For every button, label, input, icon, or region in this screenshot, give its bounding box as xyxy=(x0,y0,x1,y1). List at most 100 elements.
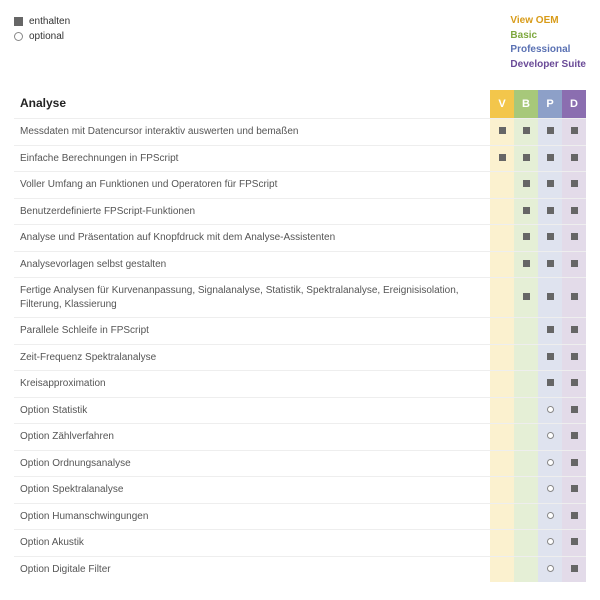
feature-cell xyxy=(514,477,538,504)
included-icon xyxy=(547,379,554,386)
included-icon xyxy=(571,512,578,519)
feature-cell xyxy=(538,145,562,172)
feature-cell xyxy=(562,318,586,345)
included-icon xyxy=(571,565,578,572)
feature-label: Parallele Schleife in FPScript xyxy=(14,318,490,345)
feature-cell xyxy=(514,278,538,318)
included-icon xyxy=(571,260,578,267)
optional-icon xyxy=(547,459,554,466)
feature-cell xyxy=(490,251,514,278)
table-row: Benutzerdefinierte FPScript-Funktionen xyxy=(14,198,586,225)
feature-label: Option Humanschwingungen xyxy=(14,503,490,530)
feature-cell xyxy=(514,424,538,451)
circle-icon xyxy=(14,32,23,41)
included-icon xyxy=(499,127,506,134)
included-icon xyxy=(547,127,554,134)
included-icon xyxy=(571,379,578,386)
feature-cell xyxy=(514,251,538,278)
table-row: Analysevorlagen selbst gestalten xyxy=(14,251,586,278)
feature-label: Messdaten mit Datencursor interaktiv aus… xyxy=(14,119,490,146)
feature-cell xyxy=(490,172,514,199)
included-icon xyxy=(523,180,530,187)
feature-cell xyxy=(490,145,514,172)
feature-label: Option Zählverfahren xyxy=(14,424,490,451)
included-icon xyxy=(523,293,530,300)
included-icon xyxy=(571,180,578,187)
included-icon xyxy=(499,154,506,161)
edition-label: View OEM xyxy=(510,14,586,29)
included-icon xyxy=(547,154,554,161)
table-row: Option Digitale Filter xyxy=(14,556,586,582)
feature-cell xyxy=(490,397,514,424)
feature-cell xyxy=(538,450,562,477)
feature-cell xyxy=(538,119,562,146)
square-icon xyxy=(14,17,23,26)
column-header: V xyxy=(490,90,514,119)
feature-cell xyxy=(514,318,538,345)
feature-cell xyxy=(490,450,514,477)
included-icon xyxy=(547,353,554,360)
table-row: Voller Umfang an Funktionen und Operator… xyxy=(14,172,586,199)
feature-cell xyxy=(538,251,562,278)
feature-cell xyxy=(514,119,538,146)
feature-cell xyxy=(562,251,586,278)
table-row: Option Zählverfahren xyxy=(14,424,586,451)
feature-cell xyxy=(562,556,586,582)
feature-label: Benutzerdefinierte FPScript-Funktionen xyxy=(14,198,490,225)
feature-cell xyxy=(562,344,586,371)
feature-cell xyxy=(562,119,586,146)
column-header: D xyxy=(562,90,586,119)
feature-cell xyxy=(490,556,514,582)
feature-cell xyxy=(490,119,514,146)
table-row: Zeit-Frequenz Spektralanalyse xyxy=(14,344,586,371)
feature-cell xyxy=(538,371,562,398)
feature-cell xyxy=(538,225,562,252)
table-row: Messdaten mit Datencursor interaktiv aus… xyxy=(14,119,586,146)
included-icon xyxy=(547,326,554,333)
header: enthalten optional View OEMBasicProfessi… xyxy=(14,14,586,72)
feature-cell xyxy=(562,371,586,398)
feature-cell xyxy=(490,225,514,252)
column-header: P xyxy=(538,90,562,119)
included-icon xyxy=(571,432,578,439)
feature-cell xyxy=(538,344,562,371)
table-row: Option Humanschwingungen xyxy=(14,503,586,530)
table-row: Fertige Analysen für Kurvenanpassung, Si… xyxy=(14,278,586,318)
edition-label: Basic xyxy=(510,29,586,44)
feature-label: Einfache Berechnungen in FPScript xyxy=(14,145,490,172)
feature-cell xyxy=(514,503,538,530)
feature-cell xyxy=(562,225,586,252)
feature-label: Option Spektralanalyse xyxy=(14,477,490,504)
feature-cell xyxy=(514,172,538,199)
feature-cell xyxy=(538,318,562,345)
table-row: Option Akustik xyxy=(14,530,586,557)
included-icon xyxy=(547,293,554,300)
included-icon xyxy=(523,207,530,214)
feature-label: Option Ordnungsanalyse xyxy=(14,450,490,477)
legend-included-label: enthalten xyxy=(29,14,70,29)
included-icon xyxy=(523,233,530,240)
feature-cell xyxy=(562,450,586,477)
feature-cell xyxy=(562,145,586,172)
feature-label: Analyse und Präsentation auf Knopfdruck … xyxy=(14,225,490,252)
section-title: Analyse xyxy=(14,90,490,119)
included-icon xyxy=(571,154,578,161)
feature-label: Voller Umfang an Funktionen und Operator… xyxy=(14,172,490,199)
feature-cell xyxy=(490,530,514,557)
included-icon xyxy=(571,538,578,545)
feature-label: Option Statistik xyxy=(14,397,490,424)
included-icon xyxy=(523,127,530,134)
feature-cell xyxy=(490,477,514,504)
optional-icon xyxy=(547,565,554,572)
optional-icon xyxy=(547,406,554,413)
optional-icon xyxy=(547,538,554,545)
feature-cell xyxy=(538,530,562,557)
feature-cell xyxy=(514,556,538,582)
editions-legend: View OEMBasicProfessionalDeveloper Suite xyxy=(510,14,586,72)
legend-optional: optional xyxy=(14,29,70,44)
included-icon xyxy=(571,459,578,466)
feature-cell xyxy=(562,424,586,451)
table-row: Option Ordnungsanalyse xyxy=(14,450,586,477)
feature-cell xyxy=(490,503,514,530)
feature-cell xyxy=(562,477,586,504)
